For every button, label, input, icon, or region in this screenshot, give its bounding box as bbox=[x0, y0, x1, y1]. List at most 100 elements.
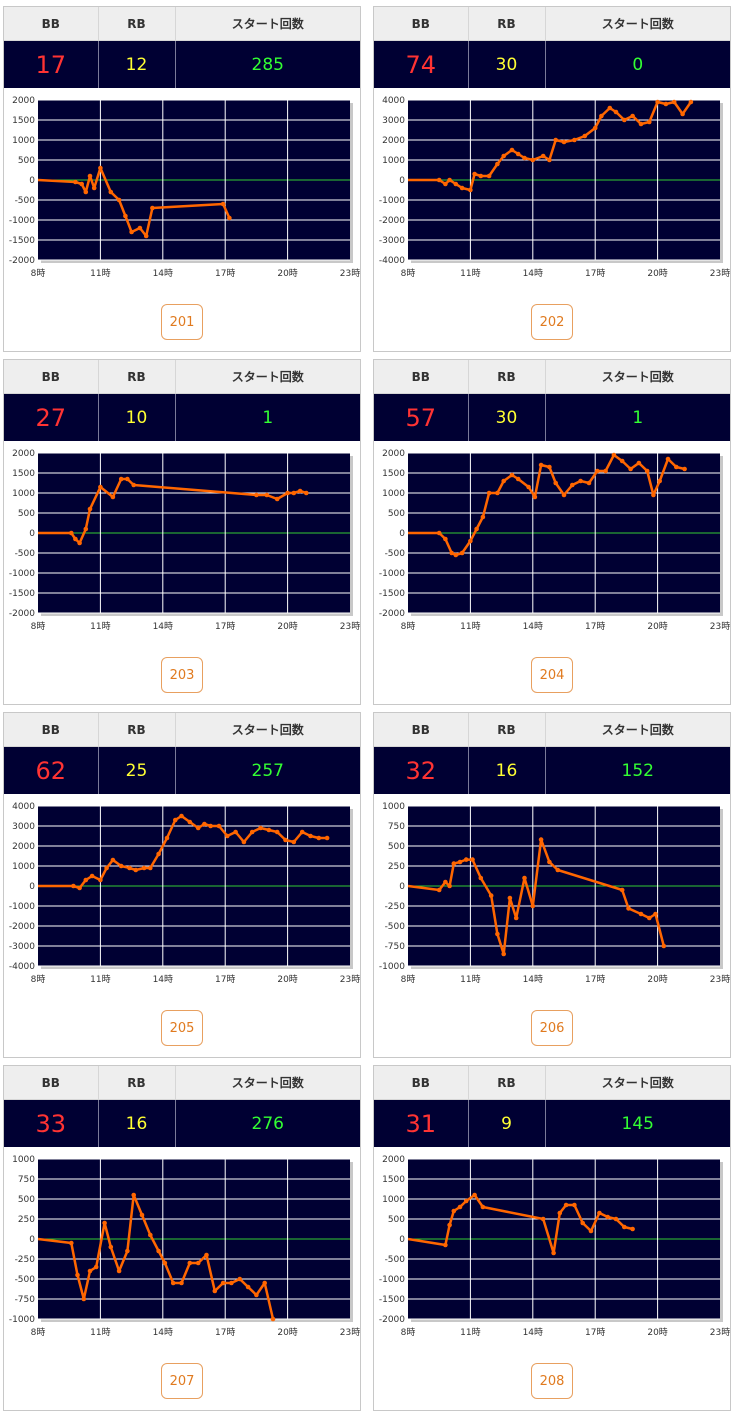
x-tick-label: 11時 bbox=[90, 268, 110, 279]
data-point bbox=[131, 482, 136, 488]
y-tick-label: -500 bbox=[385, 549, 406, 559]
x-tick-label: 14時 bbox=[523, 268, 543, 279]
data-point bbox=[291, 490, 297, 496]
data-point bbox=[501, 153, 506, 159]
stats-table: BB RB スタート回数 17 12 285 bbox=[4, 7, 360, 88]
x-tick-label: 17時 bbox=[585, 621, 605, 632]
data-point bbox=[87, 1268, 93, 1274]
machine-card: BB RB スタート回数 17 12 285 201 2000 1500 1000 500 0 -500… bbox=[3, 6, 361, 352]
x-tick-label: 23時 bbox=[340, 268, 360, 279]
y-tick-label: 4000 bbox=[382, 96, 405, 106]
rb-header: RB bbox=[98, 7, 176, 41]
x-tick-label: 11時 bbox=[90, 621, 110, 632]
data-point bbox=[547, 157, 552, 163]
y-tick-label: -1000 bbox=[9, 216, 35, 226]
data-point bbox=[104, 865, 109, 871]
machine-number-button[interactable]: 204 bbox=[531, 657, 573, 693]
machine-number-button[interactable]: 208 bbox=[531, 1363, 573, 1399]
data-point bbox=[688, 99, 694, 105]
x-tick-label: 23時 bbox=[340, 621, 360, 632]
data-point bbox=[274, 829, 280, 835]
machine-number-button[interactable]: 202 bbox=[531, 304, 573, 340]
machine-number-button[interactable]: 203 bbox=[161, 657, 203, 693]
x-tick-label: 20時 bbox=[277, 268, 297, 279]
data-point bbox=[592, 125, 598, 131]
data-point bbox=[187, 819, 193, 825]
data-point bbox=[628, 466, 633, 472]
data-point bbox=[77, 885, 82, 891]
data-point bbox=[532, 494, 538, 500]
y-tick-label: 750 bbox=[18, 1175, 35, 1185]
data-point bbox=[133, 867, 139, 873]
y-tick-label: 1000 bbox=[12, 1155, 35, 1165]
data-point bbox=[308, 833, 313, 839]
x-tick-label: 8時 bbox=[401, 621, 416, 632]
bb-header: BB bbox=[374, 713, 469, 747]
y-tick-label: -1000 bbox=[9, 902, 35, 912]
y-tick-label: 3000 bbox=[12, 822, 35, 832]
data-point bbox=[148, 865, 153, 871]
profit-chart: 4000 3000 2000 1000 0 -1000 -2000 -3000 -4000 8時 1… bbox=[379, 96, 730, 279]
data-point bbox=[540, 1216, 546, 1222]
start-count-value: 0 bbox=[545, 40, 730, 88]
rb-value: 16 bbox=[468, 746, 546, 794]
x-tick-label: 20時 bbox=[647, 974, 667, 985]
stats-table: BB RB スタート回数 27 10 1 bbox=[4, 360, 360, 441]
data-point bbox=[150, 205, 155, 211]
x-tick-label: 11時 bbox=[460, 1327, 480, 1338]
data-point bbox=[605, 1214, 610, 1220]
data-point bbox=[622, 117, 627, 123]
data-point bbox=[611, 452, 617, 458]
machine-number-button[interactable]: 205 bbox=[161, 1010, 203, 1046]
data-point bbox=[468, 538, 473, 544]
data-point bbox=[83, 877, 89, 883]
data-point bbox=[647, 915, 652, 921]
data-point bbox=[118, 476, 124, 482]
start-count-header: スタート回数 bbox=[545, 360, 730, 394]
y-tick-label: 2000 bbox=[12, 449, 35, 459]
start-count-header: スタート回数 bbox=[175, 360, 360, 394]
machine-number-button[interactable]: 207 bbox=[161, 1363, 203, 1399]
machine-number-button[interactable]: 201 bbox=[161, 304, 203, 340]
data-point bbox=[570, 482, 575, 488]
data-point bbox=[613, 1216, 619, 1222]
x-tick-label: 14時 bbox=[523, 1327, 543, 1338]
data-point bbox=[216, 823, 222, 829]
data-point bbox=[164, 835, 170, 841]
data-point bbox=[81, 1296, 87, 1302]
y-tick-label: -1000 bbox=[379, 962, 405, 972]
x-tick-label: 14時 bbox=[523, 621, 543, 632]
data-point bbox=[472, 171, 477, 177]
profit-chart: 2000 1500 1000 500 0 -500 -1000 -1500 -2000 8時 11時… bbox=[379, 1155, 730, 1338]
machine-number-button[interactable]: 206 bbox=[531, 1010, 573, 1046]
x-tick-label: 17時 bbox=[585, 974, 605, 985]
stats-table: BB RB スタート回数 31 9 145 bbox=[374, 1066, 730, 1147]
data-point bbox=[137, 225, 143, 231]
x-tick-label: 8時 bbox=[401, 974, 416, 985]
data-point bbox=[212, 1288, 218, 1294]
data-point bbox=[582, 133, 588, 139]
x-tick-label: 11時 bbox=[460, 268, 480, 279]
y-tick-label: 1000 bbox=[382, 1195, 405, 1205]
start-count-header: スタート回数 bbox=[175, 7, 360, 41]
data-point bbox=[443, 181, 448, 187]
y-tick-label: 750 bbox=[388, 822, 405, 832]
data-point bbox=[651, 492, 656, 498]
data-point bbox=[682, 466, 687, 472]
x-tick-label: 11時 bbox=[460, 974, 480, 985]
data-point bbox=[553, 480, 558, 486]
data-point bbox=[299, 829, 305, 835]
data-point bbox=[283, 837, 288, 843]
machine-card: BB RB スタート回数 33 16 276 207 1000 750 500 250 0 -250 -5… bbox=[3, 1065, 361, 1411]
y-tick-label: 0 bbox=[29, 882, 35, 892]
data-point bbox=[595, 468, 600, 474]
data-point bbox=[619, 887, 625, 893]
data-point bbox=[143, 233, 149, 239]
profit-chart: 4000 3000 2000 1000 0 -1000 -2000 -3000 -4000 8時 1… bbox=[9, 802, 360, 985]
profit-chart: 2000 1500 1000 500 0 -500 -1000 -1500 -2000 8時 11時… bbox=[9, 449, 360, 632]
y-tick-label: 0 bbox=[29, 529, 35, 539]
y-tick-label: 1500 bbox=[382, 1175, 405, 1185]
rb-value: 16 bbox=[98, 1099, 176, 1147]
data-point bbox=[225, 833, 230, 839]
profit-chart: 1000 750 500 250 0 -250 -500 -750 -1000 8時 11時 14時 1… bbox=[9, 1155, 360, 1338]
